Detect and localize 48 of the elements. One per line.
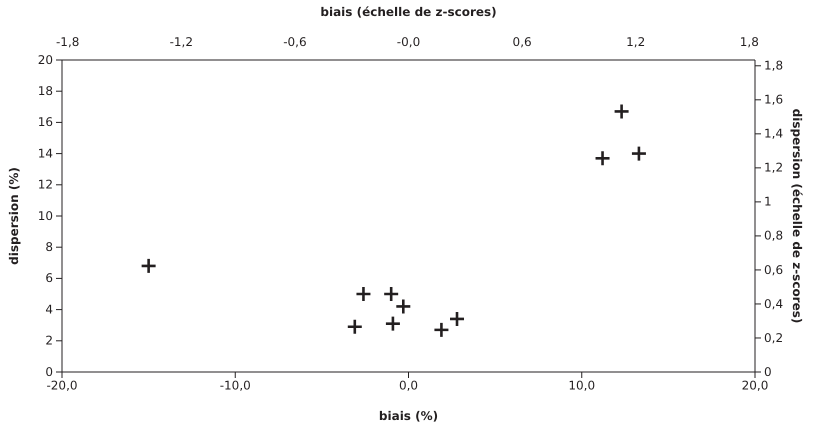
x2-tick-label: -1,8 [56,35,80,49]
y-tick-label: 6 [45,271,53,286]
y-tick-label: 14 [38,146,53,160]
y-tick-label: 2 [45,334,53,348]
x2-tick-label: -0,6 [283,35,307,49]
y2-tick-label: 0,6 [764,262,784,277]
y2-tick-label: 1,6 [764,92,784,107]
y2-tick-label: 0 [764,364,772,379]
x-tick-label: 10,0 [568,378,596,393]
point [395,298,412,315]
point [448,310,466,328]
x2-tick-label: -1,2 [170,35,193,49]
point [382,286,400,302]
y-axis-title: dispersion (%) [7,167,21,265]
y-tick-label: 16 [38,115,53,130]
x2-tick-label: -0,0 [396,35,420,49]
y2-axis-title: dispersion (échelle de z-scores) [790,108,804,324]
y2-tick-label: 1,8 [764,58,784,73]
point [433,322,450,338]
point [140,258,157,274]
x-tick-label: 0,0 [398,378,418,393]
point [630,145,648,162]
point [355,286,372,302]
y-tick-label: 4 [45,302,53,316]
point [384,315,402,332]
x-tick-label: -20,0 [46,378,78,393]
y2-tick-label: 0,4 [764,296,784,311]
x2-tick-label: 0,6 [512,35,532,49]
point [613,103,630,120]
x2-tick-label: 1,2 [626,35,646,49]
y2-tick-label: 1,2 [764,160,784,175]
x-axis-title: biais (%) [378,409,438,423]
y2-tick-label: 0,2 [764,330,784,345]
y-tick-label: 8 [45,240,53,254]
y-tick-label: 12 [38,178,53,192]
x2-tick-label: 1,8 [740,35,759,49]
y2-tick-label: 1 [764,194,772,209]
point [346,318,364,336]
x2-axis-title: biais (échelle de z-scores) [320,5,497,19]
y-tick-label: 18 [38,84,53,98]
y-tick-label: 10 [38,208,53,223]
y-tick-label: 20 [38,52,53,67]
x-tick-label: 20,0 [742,378,768,393]
x-tick-label: -10,0 [220,378,251,393]
point [594,150,611,167]
y2-tick-label: 0,8 [764,228,784,243]
y2-tick-label: 1,4 [764,126,784,141]
y-tick-label: 0 [45,364,53,379]
